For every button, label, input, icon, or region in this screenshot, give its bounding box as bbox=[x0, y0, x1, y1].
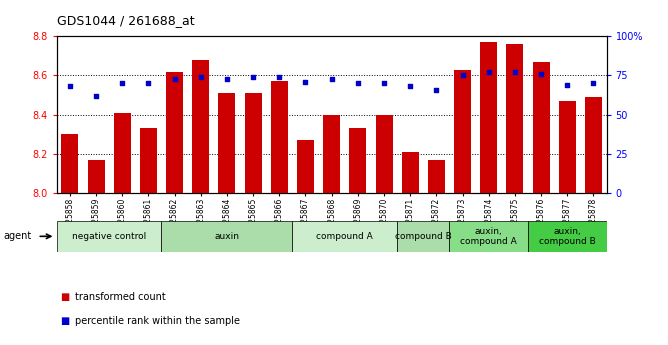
Bar bbox=[375, 115, 393, 193]
Text: auxin,
compound B: auxin, compound B bbox=[539, 227, 596, 246]
Point bbox=[326, 76, 337, 81]
Point bbox=[65, 84, 75, 89]
Text: GDS1044 / 261688_at: GDS1044 / 261688_at bbox=[57, 14, 194, 27]
Point bbox=[196, 74, 206, 80]
Bar bbox=[192, 60, 209, 193]
Bar bbox=[558, 101, 576, 193]
Point bbox=[353, 80, 363, 86]
Text: agent: agent bbox=[3, 231, 31, 241]
Point bbox=[274, 74, 285, 80]
Bar bbox=[532, 62, 550, 193]
Point bbox=[562, 82, 572, 88]
Text: compound A: compound A bbox=[317, 232, 373, 241]
Bar bbox=[293, 221, 397, 252]
Point bbox=[536, 71, 546, 77]
Bar bbox=[140, 128, 157, 193]
Point bbox=[143, 80, 154, 86]
Bar bbox=[454, 70, 471, 193]
Point bbox=[379, 80, 389, 86]
Text: percentile rank within the sample: percentile rank within the sample bbox=[75, 316, 240, 326]
Bar bbox=[271, 81, 288, 193]
Bar bbox=[57, 221, 162, 252]
Bar bbox=[244, 93, 262, 193]
Bar bbox=[166, 71, 183, 193]
Text: compound B: compound B bbox=[395, 232, 452, 241]
Point bbox=[91, 93, 102, 99]
Text: transformed count: transformed count bbox=[75, 292, 166, 302]
Bar bbox=[114, 113, 131, 193]
Text: negative control: negative control bbox=[72, 232, 146, 241]
Text: ■: ■ bbox=[60, 292, 69, 302]
Bar bbox=[162, 221, 293, 252]
Point bbox=[484, 70, 494, 75]
Point bbox=[248, 74, 259, 80]
Bar bbox=[506, 44, 524, 193]
Bar bbox=[528, 221, 607, 252]
Point bbox=[510, 70, 520, 75]
Bar bbox=[428, 160, 445, 193]
Text: auxin: auxin bbox=[214, 232, 239, 241]
Bar bbox=[218, 93, 235, 193]
Bar bbox=[480, 42, 497, 193]
Text: auxin,
compound A: auxin, compound A bbox=[460, 227, 517, 246]
Bar bbox=[323, 115, 340, 193]
Bar bbox=[88, 160, 105, 193]
Bar bbox=[61, 134, 78, 193]
Point bbox=[431, 87, 442, 92]
Point bbox=[169, 76, 180, 81]
Bar bbox=[401, 152, 419, 193]
Bar bbox=[297, 140, 314, 193]
Point bbox=[588, 80, 599, 86]
Bar bbox=[585, 97, 602, 193]
Text: ■: ■ bbox=[60, 316, 69, 326]
Bar bbox=[450, 221, 528, 252]
Point bbox=[457, 73, 468, 78]
Point bbox=[117, 80, 128, 86]
Point bbox=[300, 79, 311, 85]
Bar bbox=[349, 128, 366, 193]
Point bbox=[405, 84, 415, 89]
Point bbox=[222, 76, 232, 81]
Bar bbox=[397, 221, 450, 252]
